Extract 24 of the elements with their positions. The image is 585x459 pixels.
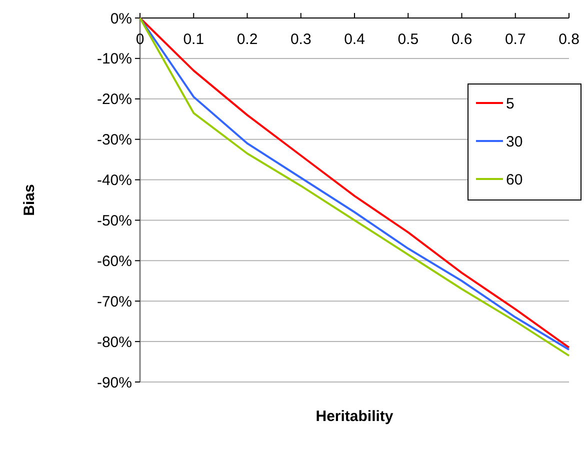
x-tick-label: 0.7 — [504, 31, 526, 48]
y-tick-label: -10% — [96, 50, 132, 68]
y-tick-label: 0% — [110, 10, 132, 28]
x-tick-label: 0.5 — [398, 31, 419, 48]
y-tick-label: -50% — [96, 212, 132, 230]
x-axis-title: Heritability — [316, 408, 394, 425]
y-tick-label: -80% — [96, 334, 132, 351]
x-tick-label: 0.4 — [344, 31, 365, 48]
x-tick-label: 0 — [136, 31, 144, 48]
y-tick-label: -20% — [96, 91, 132, 108]
y-axis-title: Bias — [21, 184, 38, 216]
x-tick-label: 0.2 — [236, 31, 258, 48]
y-tick-label: -90% — [96, 374, 132, 392]
legend-label: 60 — [506, 171, 523, 188]
x-tick-label: 0.6 — [451, 31, 472, 48]
x-tick-label: 0.8 — [558, 31, 580, 48]
y-tick-label: -70% — [96, 293, 132, 310]
legend-label: 30 — [506, 133, 523, 150]
y-tick-label: -40% — [96, 172, 132, 190]
x-tick-label: 0.3 — [290, 31, 312, 48]
x-tick-label: 0.1 — [183, 31, 204, 48]
legend-label: 5 — [506, 95, 514, 112]
y-tick-label: -60% — [96, 252, 132, 270]
y-tick-label: -30% — [96, 132, 132, 149]
